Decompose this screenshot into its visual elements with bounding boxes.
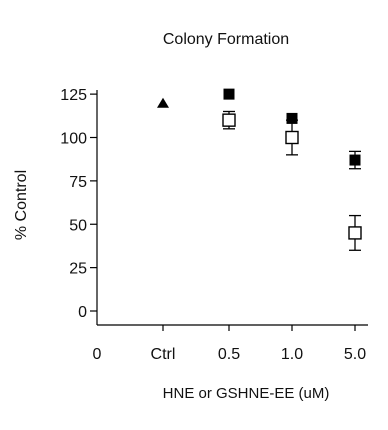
data-point-open-square xyxy=(222,113,236,127)
data-point-filled-square xyxy=(286,112,298,124)
x-tick-label: 5.0 xyxy=(344,346,366,363)
y-tick-label: 75 xyxy=(69,174,87,191)
data-point-open-square xyxy=(348,226,362,240)
x-ticks: 0 Ctrl 0.5 1.0 5.0 xyxy=(93,325,366,363)
y-tick-label: 25 xyxy=(69,261,87,278)
chart-title: Colony Formation xyxy=(163,31,289,48)
y-tick-label: 50 xyxy=(69,217,87,234)
x-tick-label: 0 xyxy=(93,346,102,363)
data-point-triangle xyxy=(157,97,169,108)
x-axis-label: HNE or GSHNE-EE (uM) xyxy=(163,385,330,402)
x-tick-label: 1.0 xyxy=(281,346,303,363)
x-tick-label: 0.5 xyxy=(218,346,240,363)
data-point-open-square xyxy=(285,130,299,145)
data-point-filled-square xyxy=(349,154,361,166)
y-tick-label: 125 xyxy=(60,87,87,104)
x-tick-label: Ctrl xyxy=(151,346,176,363)
y-ticks: 0 25 50 75 100 125 xyxy=(60,87,97,321)
y-tick-label: 100 xyxy=(60,131,87,148)
y-tick-label: 0 xyxy=(78,304,87,321)
data-point-filled-square xyxy=(223,88,235,100)
y-axis-label: % Control xyxy=(13,170,30,240)
axes xyxy=(96,90,368,326)
data-markers xyxy=(157,88,362,251)
